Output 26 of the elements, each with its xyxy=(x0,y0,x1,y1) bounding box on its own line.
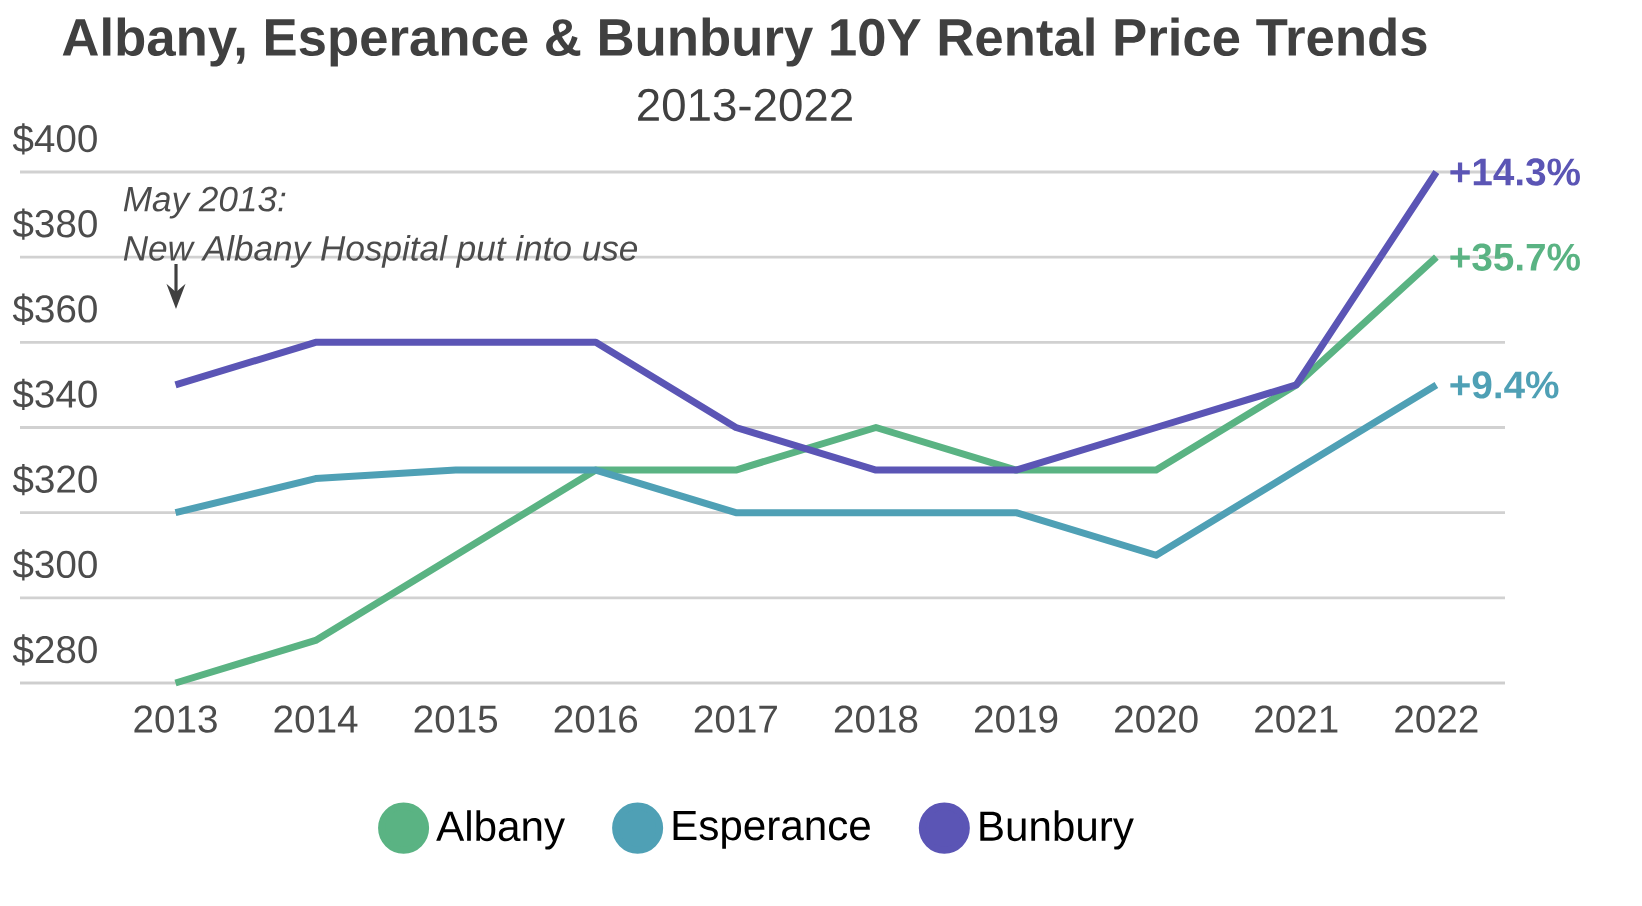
y-tick-label: $340 xyxy=(12,378,97,411)
y-tick-label: $280 xyxy=(12,634,97,666)
annotation: +14.3% xyxy=(1450,158,1580,186)
chart-subtitle: 2013-2022 xyxy=(638,88,852,122)
x-tick-label: 2015 xyxy=(414,705,498,733)
y-tick-label: $400 xyxy=(12,123,97,155)
y-tick-label: $380 xyxy=(12,208,97,240)
x-tick-label: 2018 xyxy=(834,705,918,733)
legend-label: Albany xyxy=(436,810,565,850)
legend-label: Bunbury xyxy=(980,810,1134,850)
annotation: +35.7% xyxy=(1450,243,1580,271)
x-tick-label: 2020 xyxy=(1115,705,1198,733)
x-tick-label: 2014 xyxy=(274,705,358,733)
x-tick-label: 2013 xyxy=(134,705,217,733)
annotation: +9.4% xyxy=(1450,371,1559,399)
annotation: May 2013: New Albany Hospital put into use xyxy=(123,186,638,268)
legend-label: Esperance xyxy=(673,811,870,849)
y-tick-label: $320 xyxy=(12,463,97,496)
chart-title: Albany, Esperance & Bunbury 10Y Rental Price Trends xyxy=(62,17,1427,67)
y-tick-label: $360 xyxy=(12,293,97,325)
x-tick-label: 2022 xyxy=(1395,705,1478,733)
x-tick-label: 2016 xyxy=(554,705,638,733)
x-tick-label: 2019 xyxy=(975,705,1058,733)
x-tick-label: 2021 xyxy=(1255,705,1338,733)
y-tick-label: $300 xyxy=(12,549,97,581)
x-tick-label: 2017 xyxy=(694,705,777,733)
